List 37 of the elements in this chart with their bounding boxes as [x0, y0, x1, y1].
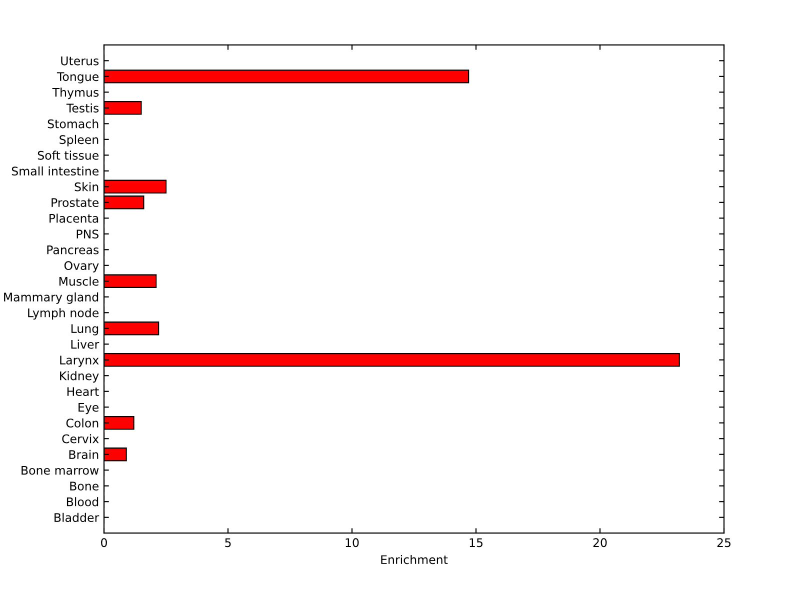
y-tick-label: Stomach: [48, 119, 98, 128]
y-tick-label: Brain: [69, 450, 98, 460]
y-tick-label: Lymph node: [28, 308, 99, 320]
y-tick-label: Bone: [70, 482, 99, 491]
y-tick-label: Soft tissue: [38, 150, 99, 160]
y-tick-label: Skin: [74, 182, 98, 192]
y-tick-label: Mammary gland: [4, 292, 98, 304]
y-tick-label: Cervix: [62, 434, 99, 444]
x-tick-label: 15: [470, 538, 482, 548]
y-tick-label: Blood: [66, 497, 98, 506]
y-tick-label: Lung: [71, 324, 98, 336]
x-tick-label: 25: [717, 538, 730, 548]
y-tick-label: Spleen: [60, 134, 98, 146]
y-tick-label: Larynx: [60, 356, 99, 367]
y-tick-label: Bladder: [54, 512, 100, 522]
y-tick-label: Placenta: [50, 214, 98, 223]
x-tick-label: 20: [593, 538, 607, 548]
y-tick-label: Liver: [71, 340, 100, 349]
y-tick-label: Bone marrow: [22, 466, 99, 475]
y-tick-label: Pancreas: [47, 246, 99, 254]
y-tick-label: Small intestine: [12, 166, 99, 176]
y-tick-label: Kidney: [60, 371, 99, 383]
y-tick-label: Ovary: [64, 261, 99, 272]
x-axis-title: Enrichment: [381, 554, 448, 564]
x-tick-label: 5: [225, 538, 231, 548]
y-tick-label: Prostate: [52, 198, 99, 208]
y-tick-label: Tongue: [56, 72, 99, 84]
x-tick-label: 10: [346, 538, 359, 548]
y-tick-label: Heart: [67, 387, 99, 396]
y-tick-label: Colon: [66, 418, 98, 428]
y-tick-label: Testis: [66, 103, 99, 113]
y-tick-label: Thymus: [52, 88, 99, 100]
y-tick-label: Eye: [78, 403, 99, 414]
y-tick-label: PNS: [76, 230, 98, 239]
y-tick-label: Uterus: [61, 56, 99, 66]
x-tick-label: 0: [101, 538, 107, 548]
y-tick-label: Muscle: [59, 276, 99, 286]
